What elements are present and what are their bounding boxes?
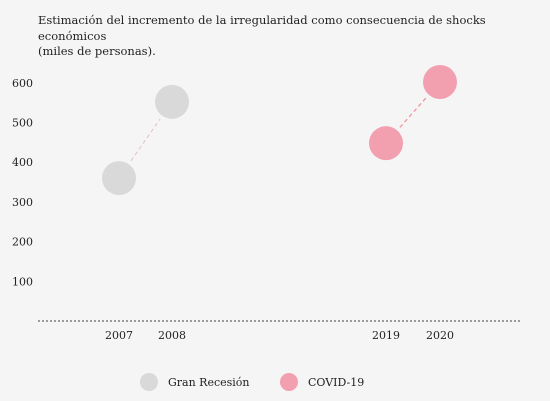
connector-line <box>130 118 161 162</box>
y-tick-label: 100 <box>12 275 33 288</box>
x-tick-labels: 2007 2008 2019 2020 <box>105 329 454 342</box>
connector-lines <box>130 97 427 162</box>
connector-line <box>399 97 427 128</box>
y-tick-label: 500 <box>12 117 33 130</box>
y-tick-labels: 100 200 300 400 500 600 <box>12 77 33 288</box>
x-tick-label: 2020 <box>426 329 454 342</box>
data-point <box>102 161 136 196</box>
legend: Gran Recesión COVID-19 <box>140 373 364 391</box>
y-tick-label: 600 <box>12 77 33 90</box>
x-tick-label: 2019 <box>372 329 400 342</box>
x-tick-label: 2008 <box>158 329 186 342</box>
legend-marker <box>140 373 158 391</box>
legend-label: Gran Recesión <box>168 376 250 389</box>
legend-label: COVID-19 <box>308 376 364 389</box>
data-point <box>369 126 403 161</box>
legend-marker <box>280 373 298 391</box>
y-tick-label: 200 <box>12 236 33 249</box>
data-point <box>423 65 457 100</box>
data-points <box>102 65 457 196</box>
y-tick-label: 400 <box>12 156 33 169</box>
chart-title: Estimación del incremento de la irregula… <box>38 13 486 58</box>
x-tick-label: 2007 <box>105 329 133 342</box>
data-point <box>155 84 189 119</box>
y-tick-label: 300 <box>12 196 33 209</box>
